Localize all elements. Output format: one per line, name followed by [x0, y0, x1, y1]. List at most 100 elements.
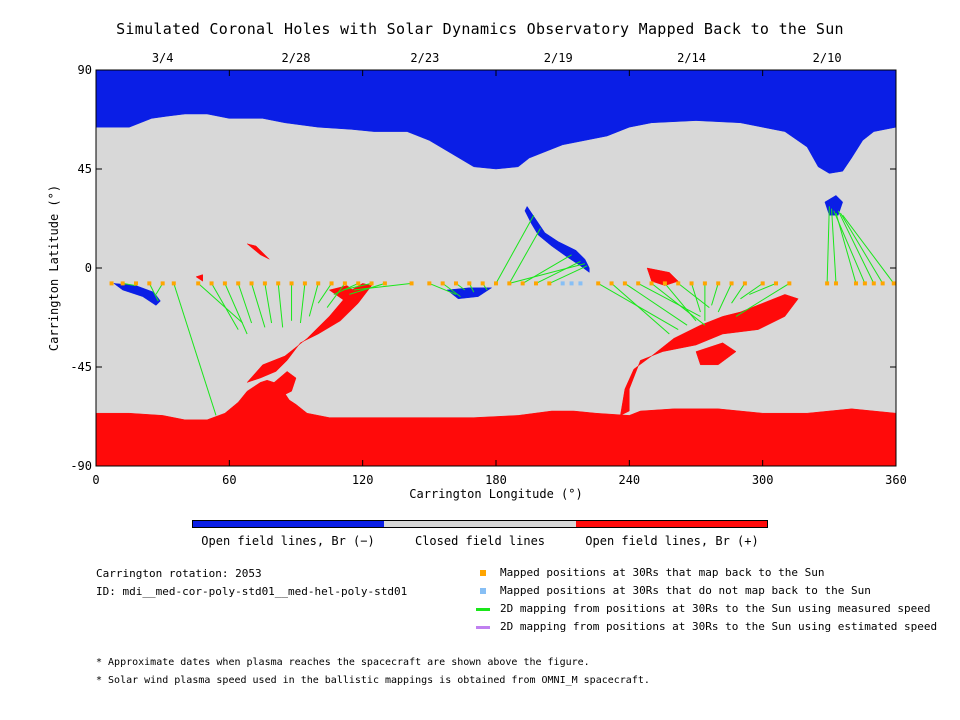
mapping-line [342, 282, 372, 291]
mapping-line [840, 212, 884, 284]
mapped-position-marker [382, 281, 387, 286]
mapping-line [691, 283, 701, 313]
colorbar-label-closed: Closed field lines [414, 534, 546, 548]
mapped-position-marker [134, 281, 138, 286]
legend-item-estimated-speed: 2D mapping from positions at 30Rs to the… [476, 620, 946, 638]
mapping-line [735, 282, 790, 317]
x-tick-label: 180 [485, 473, 507, 487]
mapping-line [122, 282, 137, 287]
region-north-polar-negative [96, 70, 896, 174]
mapped-position-marker [622, 281, 627, 286]
legend-label-estimated-speed: 2D mapping from positions at 30Rs to the… [500, 620, 938, 633]
mapping-line [826, 206, 830, 284]
x-axis-title: Carrington Longitude (°) [409, 487, 582, 501]
mapped-position-marker [534, 281, 538, 286]
footnote-plasma-speed: * Solar wind plasma speed used in the ba… [96, 675, 650, 686]
region-strip-north-negative-3 [524, 205, 590, 273]
mapping-line [197, 283, 243, 324]
mapping-line [637, 282, 701, 317]
mapping-line [353, 282, 412, 291]
mapping-line [837, 210, 875, 284]
legend-marker-mapped [480, 570, 486, 576]
plot-area [96, 70, 896, 466]
mapping-line [211, 283, 239, 330]
mapped-position-marker [880, 281, 885, 286]
mapped-position-marker [649, 281, 654, 286]
y-axis-title: Carrington Latitude (°) [47, 185, 61, 351]
mapped-position-marker [409, 281, 414, 286]
mapping-line [833, 210, 866, 284]
mapped-position-marker [276, 281, 281, 286]
mapped-position-marker [427, 281, 432, 286]
mapped-position-marker [787, 281, 792, 286]
mapped-position-marker [662, 281, 667, 286]
y-tick-label: -90 [70, 459, 92, 473]
colorbar-label-positive: Open field lines, Br (+) [585, 534, 759, 548]
x-tick-label: 120 [352, 473, 374, 487]
region-blob-equatorial-negative-1 [112, 283, 161, 306]
y-tick-label: 45 [78, 162, 92, 176]
x-tick-label: 60 [222, 473, 236, 487]
mapping-line [664, 283, 697, 322]
top-date-label: 2/23 [410, 51, 439, 65]
x-tick-label: 360 [885, 473, 907, 487]
mapped-position-marker [249, 281, 254, 286]
mapping-line [522, 254, 572, 284]
run-id-text: ID: mdi__med-cor-poly-std01__med-hel-pol… [96, 585, 408, 598]
mapping-line [442, 282, 461, 298]
mapped-position-marker [596, 281, 601, 286]
region-lobe-south-positive-1 [246, 283, 373, 383]
mapped-position-marker [222, 281, 227, 286]
mapping-line [299, 283, 306, 324]
mapped-position-marker [302, 281, 307, 286]
mapped-position-marker [862, 281, 867, 286]
mapping-line [731, 283, 746, 304]
mapped-position-marker [702, 281, 707, 286]
mapped-position-marker [825, 281, 830, 286]
mapped-position-marker [854, 281, 858, 286]
mapping-line [495, 214, 535, 284]
mapped-position-marker [520, 281, 525, 286]
mapping-line [251, 283, 266, 328]
mapping-line [326, 283, 346, 308]
y-tick-label: 0 [85, 261, 92, 275]
region-blob-south-positive-5 [646, 267, 679, 286]
mapping-line [535, 260, 581, 284]
unmapped-position-marker [569, 281, 574, 286]
mapped-position-marker [316, 281, 321, 286]
colorbar-closed-segment [384, 521, 576, 527]
region-blob-equatorial-negative-2 [446, 287, 493, 300]
mapped-position-marker [609, 281, 614, 286]
mapping-line [677, 283, 710, 308]
top-date-label: 2/19 [544, 51, 573, 65]
mapping-line [717, 283, 733, 313]
mapped-position-marker [676, 281, 681, 286]
mapped-position-marker [742, 281, 747, 286]
region-sliver-north-positive-8 [246, 243, 270, 260]
mapped-position-marker [494, 281, 498, 286]
region-lobe-south-positive-2 [328, 285, 359, 302]
colorbar [192, 520, 768, 528]
unmapped-position-marker [578, 281, 583, 286]
region-blob-south-positive-6 [695, 342, 737, 366]
mapped-position-marker [774, 281, 778, 286]
mapping-line [831, 208, 837, 284]
mapping-line [429, 282, 457, 295]
mapped-position-marker [196, 281, 201, 286]
y-tick-label: -45 [70, 360, 92, 374]
legend-label-unmapped: Mapped positions at 30Rs that do not map… [500, 584, 871, 597]
legend-label-measured-speed: 2D mapping from positions at 30Rs to the… [500, 602, 931, 615]
region-lobe-south-positive-4 [620, 294, 799, 416]
mapping-line [651, 283, 706, 326]
colorbar-label-negative: Open field lines, Br (−) [201, 534, 375, 548]
region-blob-north-positive-7 [195, 274, 203, 282]
mapped-position-marker [467, 281, 472, 286]
mapped-position-marker [834, 281, 838, 286]
mapped-position-marker [209, 281, 214, 286]
colorbar-positive-segment [575, 521, 767, 527]
legend-marker-unmapped [480, 588, 486, 594]
mapped-position-marker [109, 281, 114, 286]
mapped-position-marker [329, 281, 334, 286]
mapped-position-marker [160, 281, 165, 286]
